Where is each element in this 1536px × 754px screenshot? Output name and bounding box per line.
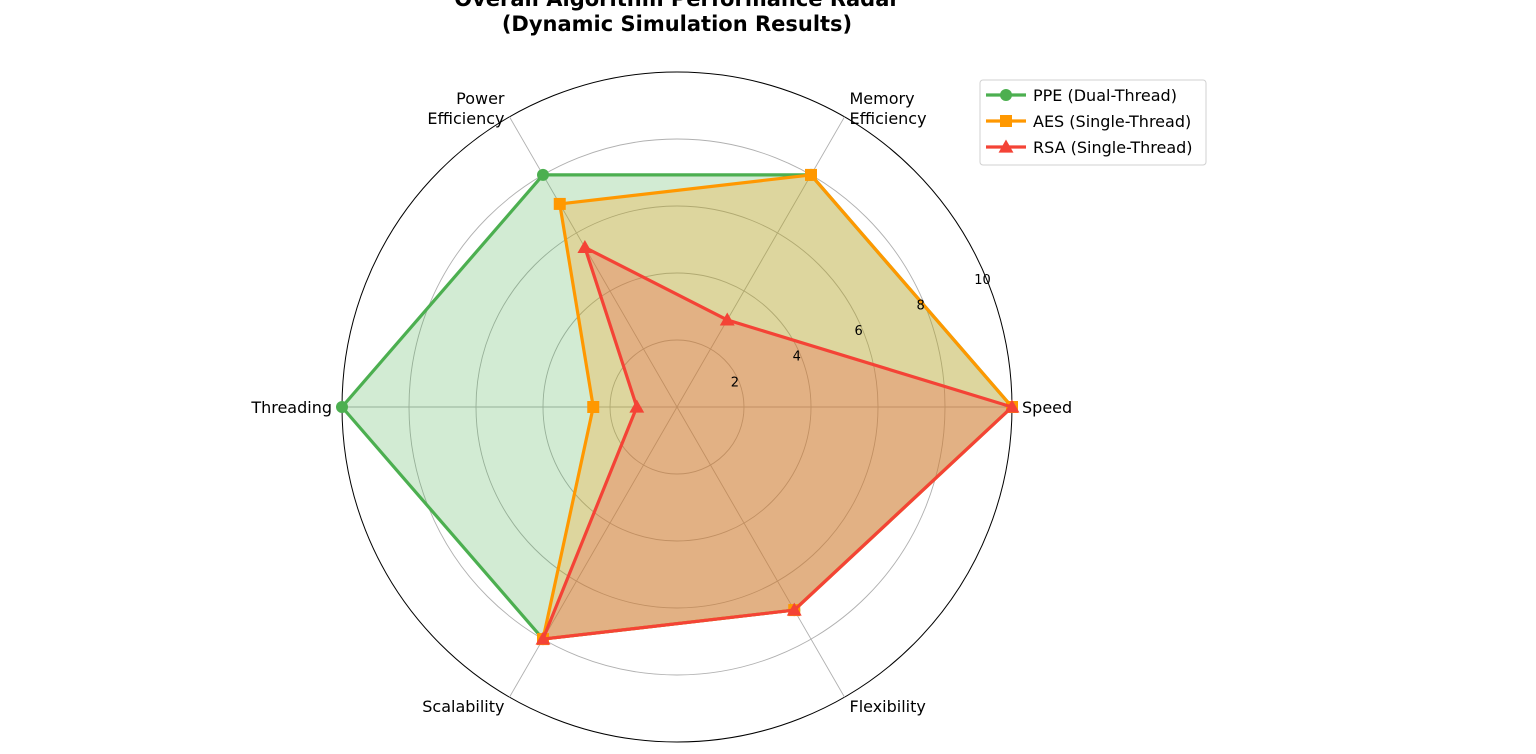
radial-tick-label: 2 <box>731 375 739 390</box>
data-point <box>537 168 549 181</box>
data-point <box>629 399 645 413</box>
legend-box <box>979 79 1207 166</box>
chart-title-line: Overall Algorithm Performance Radar <box>454 0 900 11</box>
data-point <box>786 602 802 616</box>
legend-label: PPE (Dual-Thread) <box>1033 86 1177 105</box>
data-point <box>553 197 566 210</box>
data-point <box>587 401 600 413</box>
series-area <box>342 174 1012 640</box>
spoke-line <box>676 116 845 408</box>
legend-marker <box>1000 89 1012 101</box>
radial-tick-label: 10 <box>974 273 991 288</box>
axis-label: Scalability <box>422 697 504 716</box>
data-point <box>719 312 735 326</box>
radial-tick-labels: 2 4 6 8 10 <box>731 273 991 391</box>
legend-marker <box>998 139 1014 153</box>
radial-tick-label: 8 <box>916 298 924 313</box>
axis-label: Memory Efficiency <box>850 89 927 128</box>
axis-label: Speed <box>1022 398 1072 417</box>
radial-tick-label: 6 <box>855 324 863 339</box>
spoke-line <box>509 116 678 408</box>
legend-label: RSA (Single-Thread) <box>1033 138 1193 157</box>
data-point <box>805 168 817 181</box>
data-point <box>577 239 593 254</box>
data-point <box>336 401 348 413</box>
axis-label: Power Efficiency <box>427 89 505 128</box>
radial-tick-label: 4 <box>793 350 801 365</box>
series-area <box>543 174 1012 640</box>
legend: PPE (Dual-Thread) AES (Single-Thread) RSA … <box>979 79 1207 166</box>
spoke-line <box>676 406 845 698</box>
axis-label: Flexibility <box>850 697 926 716</box>
radar-series <box>336 168 1020 646</box>
chart-title: Overall Algorithm Performance Radar(Dyna… <box>454 0 900 36</box>
legend-marker <box>1000 115 1012 127</box>
chart-title-line: (Dynamic Simulation Results) <box>502 12 852 36</box>
data-point <box>1004 399 1020 413</box>
series-area <box>543 247 1012 640</box>
data-point <box>535 631 551 645</box>
spoke-line <box>509 406 678 698</box>
axis-label: Threading <box>250 398 332 417</box>
axis-labels: Speed Memory Efficiency Power Efficiency Thre… <box>250 89 1072 716</box>
legend-label: AES (Single-Thread) <box>1033 112 1191 131</box>
